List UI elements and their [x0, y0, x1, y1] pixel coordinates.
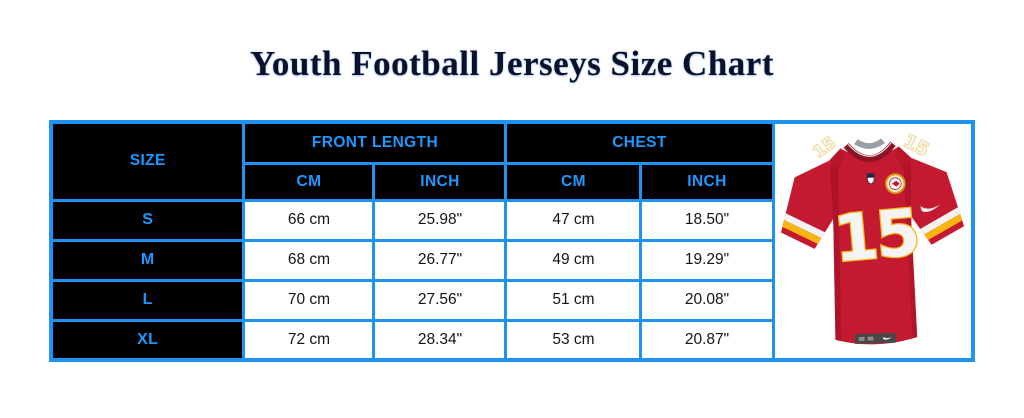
header-front-length: FRONT LENGTH: [242, 120, 508, 165]
s-chest-cm: 47 cm: [504, 198, 643, 242]
table-row-s: S 66 cm 25.98" 47 cm 18.50": [49, 198, 973, 242]
jersey-collar-back: [853, 138, 885, 149]
table-row-xl: XL 72 cm 28.34" 53 cm 20.87": [49, 318, 973, 362]
s-front-cm: 66 cm: [242, 198, 376, 242]
jersey-chest-number: 15: [831, 195, 921, 277]
table-row-m: M 68 cm 26.77" 49 cm 19.29": [49, 238, 973, 282]
m-front-cm: 68 cm: [242, 238, 376, 282]
size-label-l: L: [49, 278, 246, 322]
page-title: Youth Football Jerseys Size Chart: [250, 44, 774, 83]
header-chest: CHEST: [504, 120, 775, 165]
m-chest-inch: 19.29": [639, 238, 775, 282]
l-chest-inch: 20.08": [639, 278, 775, 322]
table-row-l: L 70 cm 27.56" 51 cm 20.08": [49, 278, 973, 322]
subheader-front-cm: CM: [242, 161, 376, 202]
size-label-s: S: [49, 198, 246, 242]
subheader-chest-cm: CM: [504, 161, 643, 202]
size-label-m: M: [49, 238, 246, 282]
left-sleeve-stripes: [778, 209, 834, 250]
m-front-inch: 26.77": [372, 238, 508, 282]
size-chart-table: SIZE FRONT LENGTH CHEST: [48, 120, 975, 362]
page: Youth Football Jerseys Size Chart SIZE F…: [0, 44, 1024, 418]
right-sleeve-stripes: [910, 202, 965, 246]
team-logo-patch-icon: [884, 173, 906, 194]
nfl-shield-icon: [866, 173, 875, 185]
xl-chest-inch: 20.87": [639, 318, 775, 362]
m-chest-cm: 49 cm: [504, 238, 643, 282]
jersey-body: [828, 146, 917, 345]
xl-front-inch: 28.34": [372, 318, 508, 362]
jersey-illustration: 15 15 15: [778, 130, 965, 345]
l-chest-cm: 51 cm: [504, 278, 643, 322]
jersey-jock-tag: [854, 332, 896, 345]
size-label-xl: XL: [49, 318, 246, 362]
xl-front-cm: 72 cm: [242, 318, 376, 362]
xl-chest-cm: 53 cm: [504, 318, 643, 362]
s-chest-inch: 18.50": [639, 198, 775, 242]
nike-swoosh-icon: [920, 204, 940, 212]
header-size: SIZE: [49, 120, 246, 202]
subheader-front-inch: INCH: [372, 161, 508, 202]
jersey-image-cell: 15 15 15: [771, 120, 975, 362]
l-front-cm: 70 cm: [242, 278, 376, 322]
subheader-chest-inch: INCH: [639, 161, 775, 202]
jersey-image: 15 15 15: [775, 126, 972, 356]
l-front-inch: 27.56": [372, 278, 508, 322]
s-front-inch: 25.98": [372, 198, 508, 242]
jersey-collar: [843, 141, 896, 163]
